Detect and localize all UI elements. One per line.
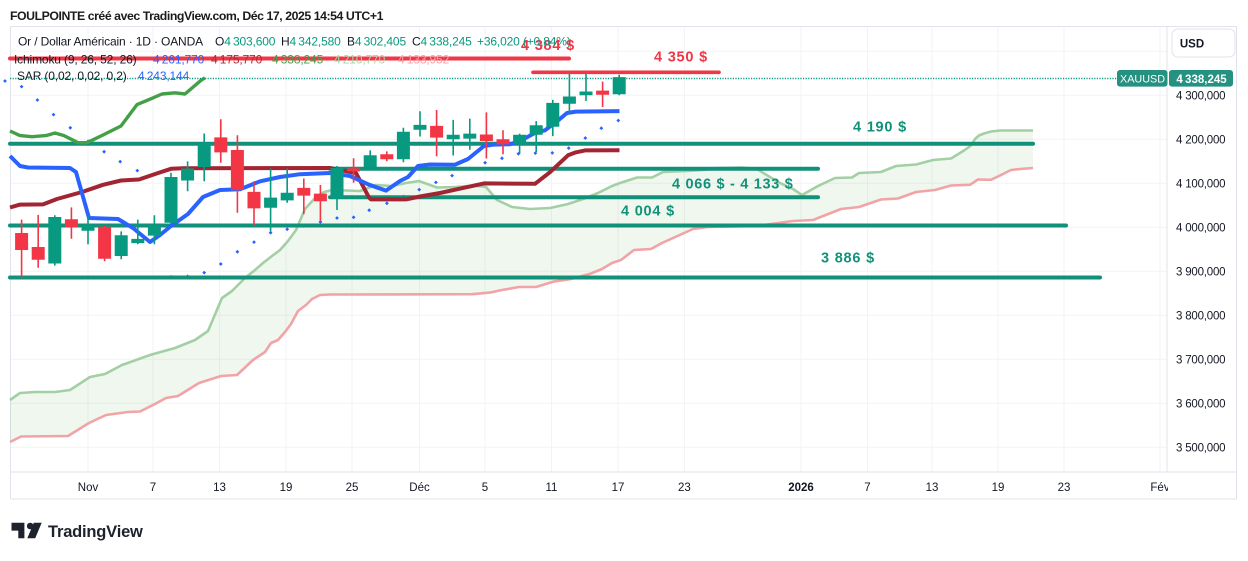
svg-text:4 338,245: 4 338,245	[1176, 74, 1227, 86]
svg-text:TradingView: TradingView	[48, 523, 143, 541]
svg-text:7: 7	[864, 482, 870, 494]
svg-text:4 004 $: 4 004 $	[621, 204, 675, 220]
svg-text:23: 23	[678, 482, 691, 494]
svg-text:Déc: Déc	[409, 482, 430, 494]
svg-text:4 066 $ - 4 133 $: 4 066 $ - 4 133 $	[672, 177, 794, 193]
svg-text:Or / Dollar Américain · 1D · O: Or / Dollar Américain · 1D · OANDA O4 303…	[18, 35, 571, 49]
svg-text:3 500,000: 3 500,000	[1176, 443, 1225, 455]
svg-text:25: 25	[346, 482, 359, 494]
svg-text:4 384 $: 4 384 $	[521, 38, 575, 54]
svg-text:2026: 2026	[788, 482, 814, 494]
svg-text:4 200,000: 4 200,000	[1176, 135, 1225, 147]
svg-text:3 600,000: 3 600,000	[1176, 399, 1225, 411]
svg-text:Fév: Fév	[1150, 482, 1169, 494]
svg-text:Nov: Nov	[78, 482, 99, 494]
svg-text:3 900,000: 3 900,000	[1176, 267, 1225, 279]
svg-text:4 350 $: 4 350 $	[654, 50, 708, 66]
svg-text:3 886 $: 3 886 $	[821, 251, 875, 267]
svg-text:3 700,000: 3 700,000	[1176, 355, 1225, 367]
svg-text:7: 7	[150, 482, 156, 494]
svg-text:17: 17	[612, 482, 625, 494]
svg-text:19: 19	[992, 482, 1005, 494]
svg-text:19: 19	[280, 482, 293, 494]
svg-text:Ichimoku (9, 26, 52, 26)4 261,: Ichimoku (9, 26, 52, 26) 4 261,770 4 175,7…	[14, 53, 450, 67]
svg-text:4 000,000: 4 000,000	[1176, 223, 1225, 235]
svg-text:SAR (0,02, 0,02, 0,2)4 243,144: SAR (0,02, 0,02, 0,2) 4 243,144	[17, 69, 190, 83]
svg-text:13: 13	[926, 482, 939, 494]
svg-text:13: 13	[213, 482, 226, 494]
svg-text:4 300,000: 4 300,000	[1176, 91, 1225, 103]
svg-text:4 190 $: 4 190 $	[853, 120, 907, 136]
svg-text:FOULPOINTE créé avec TradingVi: FOULPOINTE créé avec TradingView.com, Dé…	[10, 9, 384, 23]
svg-text:4 100,000: 4 100,000	[1176, 179, 1225, 191]
svg-text:11: 11	[546, 482, 558, 494]
svg-text:5: 5	[482, 482, 488, 494]
svg-text:23: 23	[1058, 482, 1071, 494]
svg-text:USD: USD	[1180, 39, 1204, 51]
svg-text:XAUUSD: XAUUSD	[1120, 74, 1165, 86]
svg-text:3 800,000: 3 800,000	[1176, 311, 1225, 323]
